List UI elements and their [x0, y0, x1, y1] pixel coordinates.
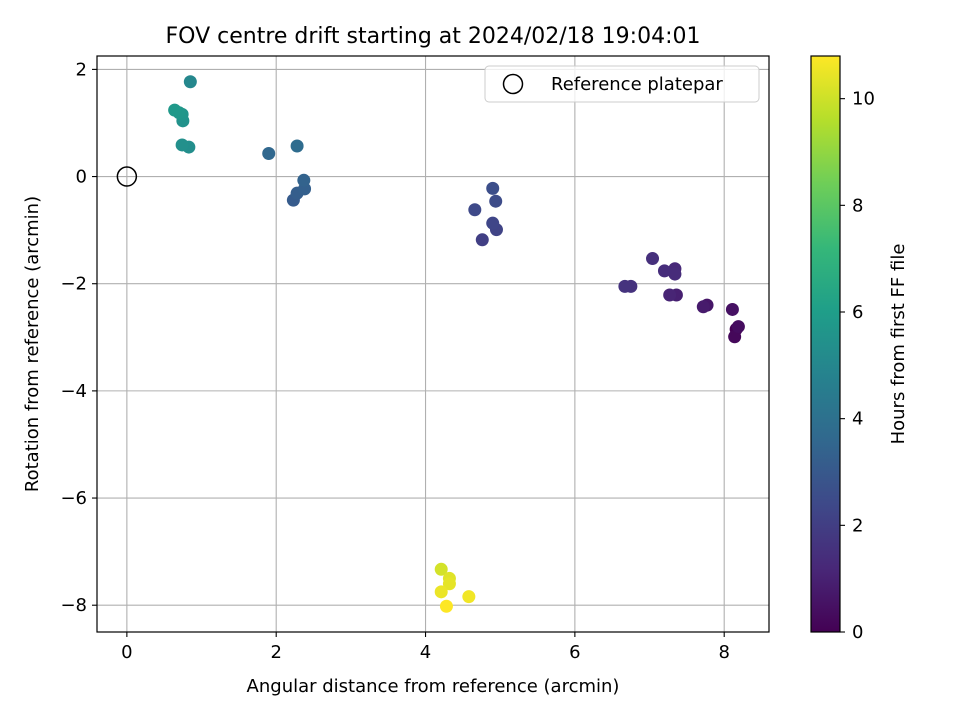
data-point	[657, 264, 671, 278]
colorbar-tick-label: 6	[852, 302, 863, 323]
grid-lines	[97, 56, 769, 632]
y-axis-label: Rotation from reference (arcmin)	[22, 196, 43, 492]
y-tick-label: 0	[76, 167, 87, 188]
data-point	[725, 302, 739, 316]
data-point	[434, 585, 448, 599]
y-tick-label: 2	[76, 59, 87, 80]
data-point	[618, 279, 632, 293]
legend-box	[484, 65, 760, 103]
data-point	[668, 267, 682, 281]
y-tick-label: −6	[60, 488, 87, 509]
x-axis-ticks: 0 2 4 6 8	[121, 632, 730, 663]
colorbar-tick-label: 0	[852, 622, 863, 643]
data-point	[728, 330, 742, 344]
x-axis-label: Angular distance from reference (arcmin)	[247, 676, 620, 697]
colorbar-ticks: 0 2 4 6 8 10	[840, 89, 875, 643]
data-point	[468, 203, 482, 217]
y-tick-label: −2	[60, 274, 87, 295]
chart-title: FOV centre drift starting at 2024/02/18 …	[166, 24, 701, 49]
y-axis-ticks: 2 0 −2 −4 −6 −8	[60, 59, 97, 616]
colorbar-tick-label: 2	[852, 515, 863, 536]
data-point	[462, 590, 476, 604]
x-tick-label: 2	[270, 642, 281, 663]
legend-label-reference: Reference platepar	[551, 74, 723, 95]
colorbar-tick-label: 10	[852, 89, 875, 110]
data-point	[439, 599, 453, 613]
colorbar-tick-label: 4	[852, 409, 863, 430]
data-point	[486, 216, 500, 230]
reference-platepar-marker	[116, 166, 138, 187]
legend: Reference platepar	[484, 65, 760, 103]
colorbar-label: Hours from first FF file	[888, 244, 909, 445]
y-tick-label: −8	[60, 595, 87, 616]
data-point	[183, 75, 197, 89]
colorbar-gradient	[811, 56, 840, 632]
colorbar: 0 2 4 6 8 10 Hours from first FF file	[810, 55, 909, 643]
data-point	[646, 252, 660, 266]
colorbar-tick-label: 8	[852, 195, 863, 216]
data-point	[297, 173, 311, 187]
data-point	[696, 300, 710, 314]
data-point	[486, 181, 500, 195]
data-point	[663, 288, 677, 302]
x-tick-label: 0	[121, 642, 132, 663]
data-point	[290, 139, 304, 153]
data-points	[168, 75, 745, 613]
data-point	[442, 577, 456, 591]
data-point	[262, 147, 276, 161]
data-point	[434, 562, 448, 576]
data-point	[489, 194, 503, 208]
data-point	[475, 233, 489, 247]
x-tick-label: 6	[569, 642, 580, 663]
data-point	[175, 138, 189, 152]
data-point	[731, 320, 745, 334]
x-tick-label: 8	[718, 642, 729, 663]
x-tick-label: 4	[420, 642, 431, 663]
plot-frame	[96, 55, 770, 633]
y-tick-label: −4	[60, 381, 87, 402]
legend-marker-reference	[502, 73, 524, 95]
colorbar-frame	[810, 55, 841, 633]
data-point	[168, 103, 182, 117]
